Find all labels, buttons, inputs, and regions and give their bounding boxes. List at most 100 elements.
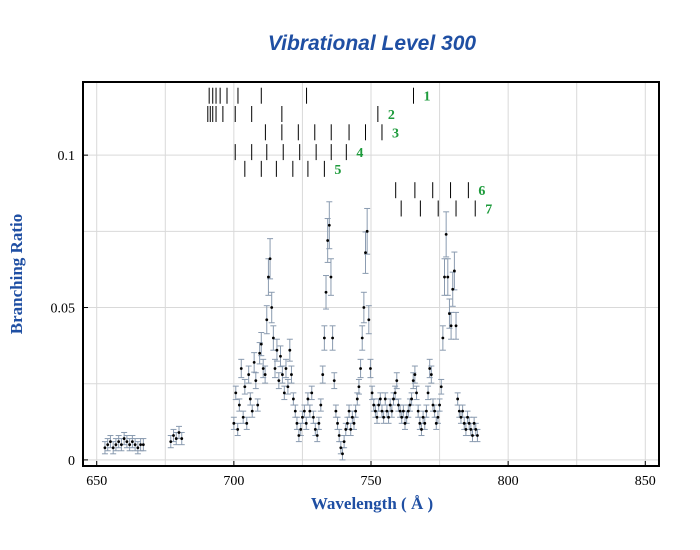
data-point bbox=[436, 415, 440, 419]
data-point bbox=[281, 373, 284, 376]
data-point bbox=[360, 336, 364, 340]
data-point bbox=[331, 336, 334, 340]
data-point bbox=[301, 415, 304, 419]
data-point bbox=[421, 415, 425, 419]
data-point bbox=[306, 397, 310, 401]
data-point bbox=[284, 367, 288, 370]
data-point bbox=[237, 403, 241, 407]
data-point bbox=[471, 434, 474, 437]
data-point bbox=[236, 428, 240, 431]
data-point bbox=[317, 421, 321, 425]
data-point bbox=[380, 409, 384, 413]
data-point bbox=[334, 409, 338, 413]
data-point bbox=[354, 409, 358, 413]
y-tick-label: 0.1 bbox=[58, 149, 76, 164]
data-point bbox=[259, 342, 263, 346]
data-point bbox=[395, 379, 399, 383]
data-point bbox=[426, 391, 430, 395]
data-point bbox=[469, 428, 473, 431]
data-point bbox=[337, 434, 341, 437]
data-point bbox=[362, 306, 366, 309]
data-point bbox=[271, 336, 275, 340]
data-point bbox=[268, 257, 272, 261]
chart-title: Vibrational Level 300 bbox=[268, 32, 476, 55]
data-point bbox=[103, 446, 107, 450]
data-point bbox=[444, 232, 448, 236]
data-point bbox=[443, 275, 446, 279]
data-point bbox=[114, 443, 118, 447]
data-point bbox=[339, 446, 343, 450]
data-point bbox=[448, 312, 451, 316]
data-point bbox=[387, 415, 390, 419]
x-tick-label: 800 bbox=[498, 474, 519, 489]
data-point bbox=[416, 409, 420, 413]
data-point bbox=[431, 403, 435, 407]
x-axis-label: Wavelength ( Å ) bbox=[311, 494, 433, 513]
data-point bbox=[377, 403, 381, 407]
data-point bbox=[248, 397, 252, 401]
data-point bbox=[332, 379, 336, 383]
data-point bbox=[467, 421, 471, 425]
data-point bbox=[438, 403, 441, 407]
data-point bbox=[250, 409, 254, 413]
x-tick-label: 750 bbox=[361, 474, 382, 489]
data-point bbox=[291, 397, 295, 401]
data-point bbox=[428, 367, 432, 370]
data-point bbox=[133, 443, 137, 447]
data-point bbox=[373, 409, 377, 413]
data-point bbox=[319, 403, 323, 407]
grid bbox=[83, 82, 659, 466]
data-point bbox=[347, 409, 351, 413]
data-point bbox=[310, 391, 314, 395]
data-point bbox=[336, 421, 339, 425]
data-point bbox=[461, 409, 465, 413]
data-point bbox=[106, 443, 110, 447]
data-point bbox=[413, 373, 417, 376]
data-point bbox=[245, 421, 249, 425]
data-point bbox=[344, 428, 348, 431]
data-point bbox=[449, 324, 453, 328]
data-point bbox=[234, 391, 238, 395]
axis-ticks: 650 700 750 800 850 0 0.05 0.1 bbox=[51, 149, 656, 489]
data-point bbox=[401, 409, 405, 413]
data-point bbox=[370, 391, 374, 395]
data-point bbox=[398, 409, 402, 413]
data-point bbox=[273, 367, 277, 370]
data-point bbox=[349, 428, 353, 431]
data-point bbox=[327, 223, 331, 227]
data-point bbox=[293, 409, 297, 413]
data-point bbox=[304, 421, 308, 425]
data-point bbox=[254, 379, 258, 383]
data-point bbox=[392, 397, 395, 401]
data-point bbox=[452, 269, 456, 273]
data-point bbox=[459, 415, 463, 419]
data-point bbox=[357, 385, 361, 389]
data-point bbox=[397, 403, 400, 407]
data-point bbox=[390, 409, 394, 413]
line-group-label: 7 bbox=[485, 202, 492, 217]
data-point bbox=[252, 360, 256, 364]
plot-frame bbox=[82, 81, 660, 467]
data-point bbox=[367, 318, 371, 322]
data-point bbox=[472, 421, 476, 425]
data-point bbox=[466, 415, 469, 419]
data-point bbox=[122, 437, 126, 440]
data-point bbox=[321, 373, 325, 376]
data-point bbox=[232, 421, 236, 425]
data-point bbox=[277, 379, 281, 383]
data-point bbox=[369, 367, 372, 370]
line-group-label: 1 bbox=[424, 90, 431, 105]
data-point bbox=[299, 428, 303, 431]
data-point bbox=[130, 440, 134, 444]
data-point bbox=[290, 373, 293, 376]
data-point bbox=[125, 440, 129, 444]
data-point bbox=[388, 403, 392, 407]
data-point bbox=[247, 373, 251, 376]
error-bars bbox=[101, 201, 481, 461]
data-point bbox=[261, 367, 265, 370]
line-group-label: 2 bbox=[388, 108, 395, 123]
data-point bbox=[341, 452, 344, 456]
data-point bbox=[456, 397, 460, 401]
data-point bbox=[258, 351, 262, 355]
